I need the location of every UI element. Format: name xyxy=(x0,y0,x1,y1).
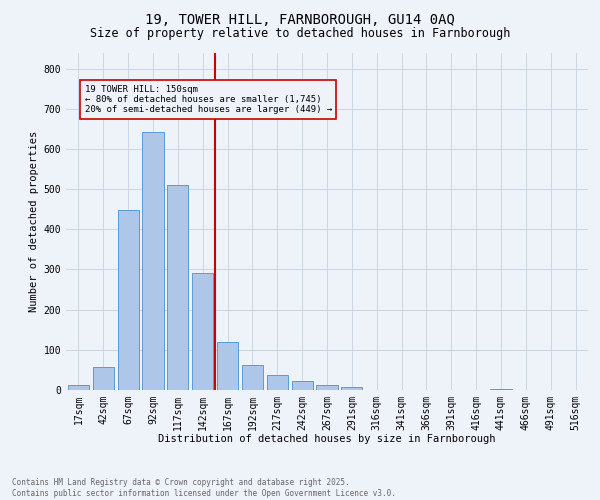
Bar xyxy=(167,184,188,390)
Y-axis label: Number of detached properties: Number of detached properties xyxy=(29,130,40,312)
Bar xyxy=(118,210,139,390)
Bar xyxy=(68,385,89,390)
Bar xyxy=(242,364,263,390)
Text: Contains HM Land Registry data © Crown copyright and database right 2025.
Contai: Contains HM Land Registry data © Crown c… xyxy=(12,478,396,498)
Bar xyxy=(142,132,164,390)
Bar xyxy=(267,374,288,390)
Bar xyxy=(490,389,512,390)
Bar xyxy=(316,385,338,390)
Text: Size of property relative to detached houses in Farnborough: Size of property relative to detached ho… xyxy=(90,28,510,40)
Bar xyxy=(341,387,362,390)
Text: 19 TOWER HILL: 150sqm
← 80% of detached houses are smaller (1,745)
20% of semi-d: 19 TOWER HILL: 150sqm ← 80% of detached … xyxy=(85,84,332,114)
Text: 19, TOWER HILL, FARNBOROUGH, GU14 0AQ: 19, TOWER HILL, FARNBOROUGH, GU14 0AQ xyxy=(145,12,455,26)
Bar xyxy=(292,381,313,390)
Bar xyxy=(93,367,114,390)
X-axis label: Distribution of detached houses by size in Farnborough: Distribution of detached houses by size … xyxy=(158,434,496,444)
Bar xyxy=(217,342,238,390)
Bar xyxy=(192,272,213,390)
